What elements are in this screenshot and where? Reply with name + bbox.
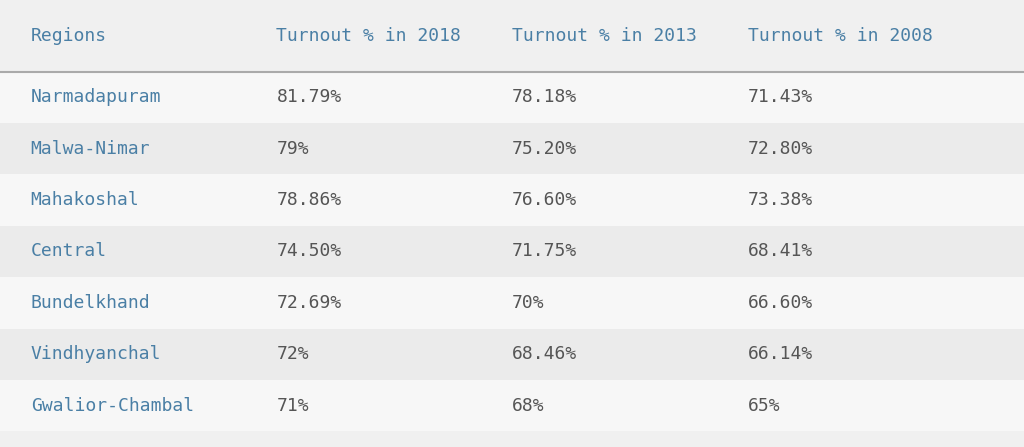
FancyBboxPatch shape (0, 380, 1024, 431)
Text: 71.75%: 71.75% (512, 242, 578, 261)
Text: 76.60%: 76.60% (512, 191, 578, 209)
Text: 81.79%: 81.79% (276, 88, 342, 106)
Text: 72%: 72% (276, 345, 309, 363)
Text: 71.43%: 71.43% (748, 88, 813, 106)
Text: Mahakoshal: Mahakoshal (31, 191, 139, 209)
Text: 72.69%: 72.69% (276, 294, 342, 312)
Text: 65%: 65% (748, 396, 780, 415)
Text: 72.80%: 72.80% (748, 139, 813, 158)
FancyBboxPatch shape (0, 123, 1024, 174)
Text: Vindhyanchal: Vindhyanchal (31, 345, 161, 363)
Text: Turnout % in 2018: Turnout % in 2018 (276, 27, 462, 45)
Text: 78.86%: 78.86% (276, 191, 342, 209)
Text: 73.38%: 73.38% (748, 191, 813, 209)
FancyBboxPatch shape (0, 174, 1024, 226)
Text: 71%: 71% (276, 396, 309, 415)
Text: 68.46%: 68.46% (512, 345, 578, 363)
Text: 78.18%: 78.18% (512, 88, 578, 106)
Text: Gwalior-Chambal: Gwalior-Chambal (31, 396, 194, 415)
Text: Turnout % in 2008: Turnout % in 2008 (748, 27, 933, 45)
Text: 66.60%: 66.60% (748, 294, 813, 312)
Text: Central: Central (31, 242, 106, 261)
Text: 68%: 68% (512, 396, 545, 415)
Text: Malwa-Nimar: Malwa-Nimar (31, 139, 151, 158)
Text: 75.20%: 75.20% (512, 139, 578, 158)
Text: Bundelkhand: Bundelkhand (31, 294, 151, 312)
FancyBboxPatch shape (0, 72, 1024, 123)
Text: 79%: 79% (276, 139, 309, 158)
Text: 66.14%: 66.14% (748, 345, 813, 363)
Text: 74.50%: 74.50% (276, 242, 342, 261)
Text: Turnout % in 2013: Turnout % in 2013 (512, 27, 697, 45)
FancyBboxPatch shape (0, 329, 1024, 380)
FancyBboxPatch shape (0, 277, 1024, 329)
Text: 68.41%: 68.41% (748, 242, 813, 261)
Text: 70%: 70% (512, 294, 545, 312)
FancyBboxPatch shape (0, 226, 1024, 277)
Text: Narmadapuram: Narmadapuram (31, 88, 161, 106)
Text: Regions: Regions (31, 27, 106, 45)
